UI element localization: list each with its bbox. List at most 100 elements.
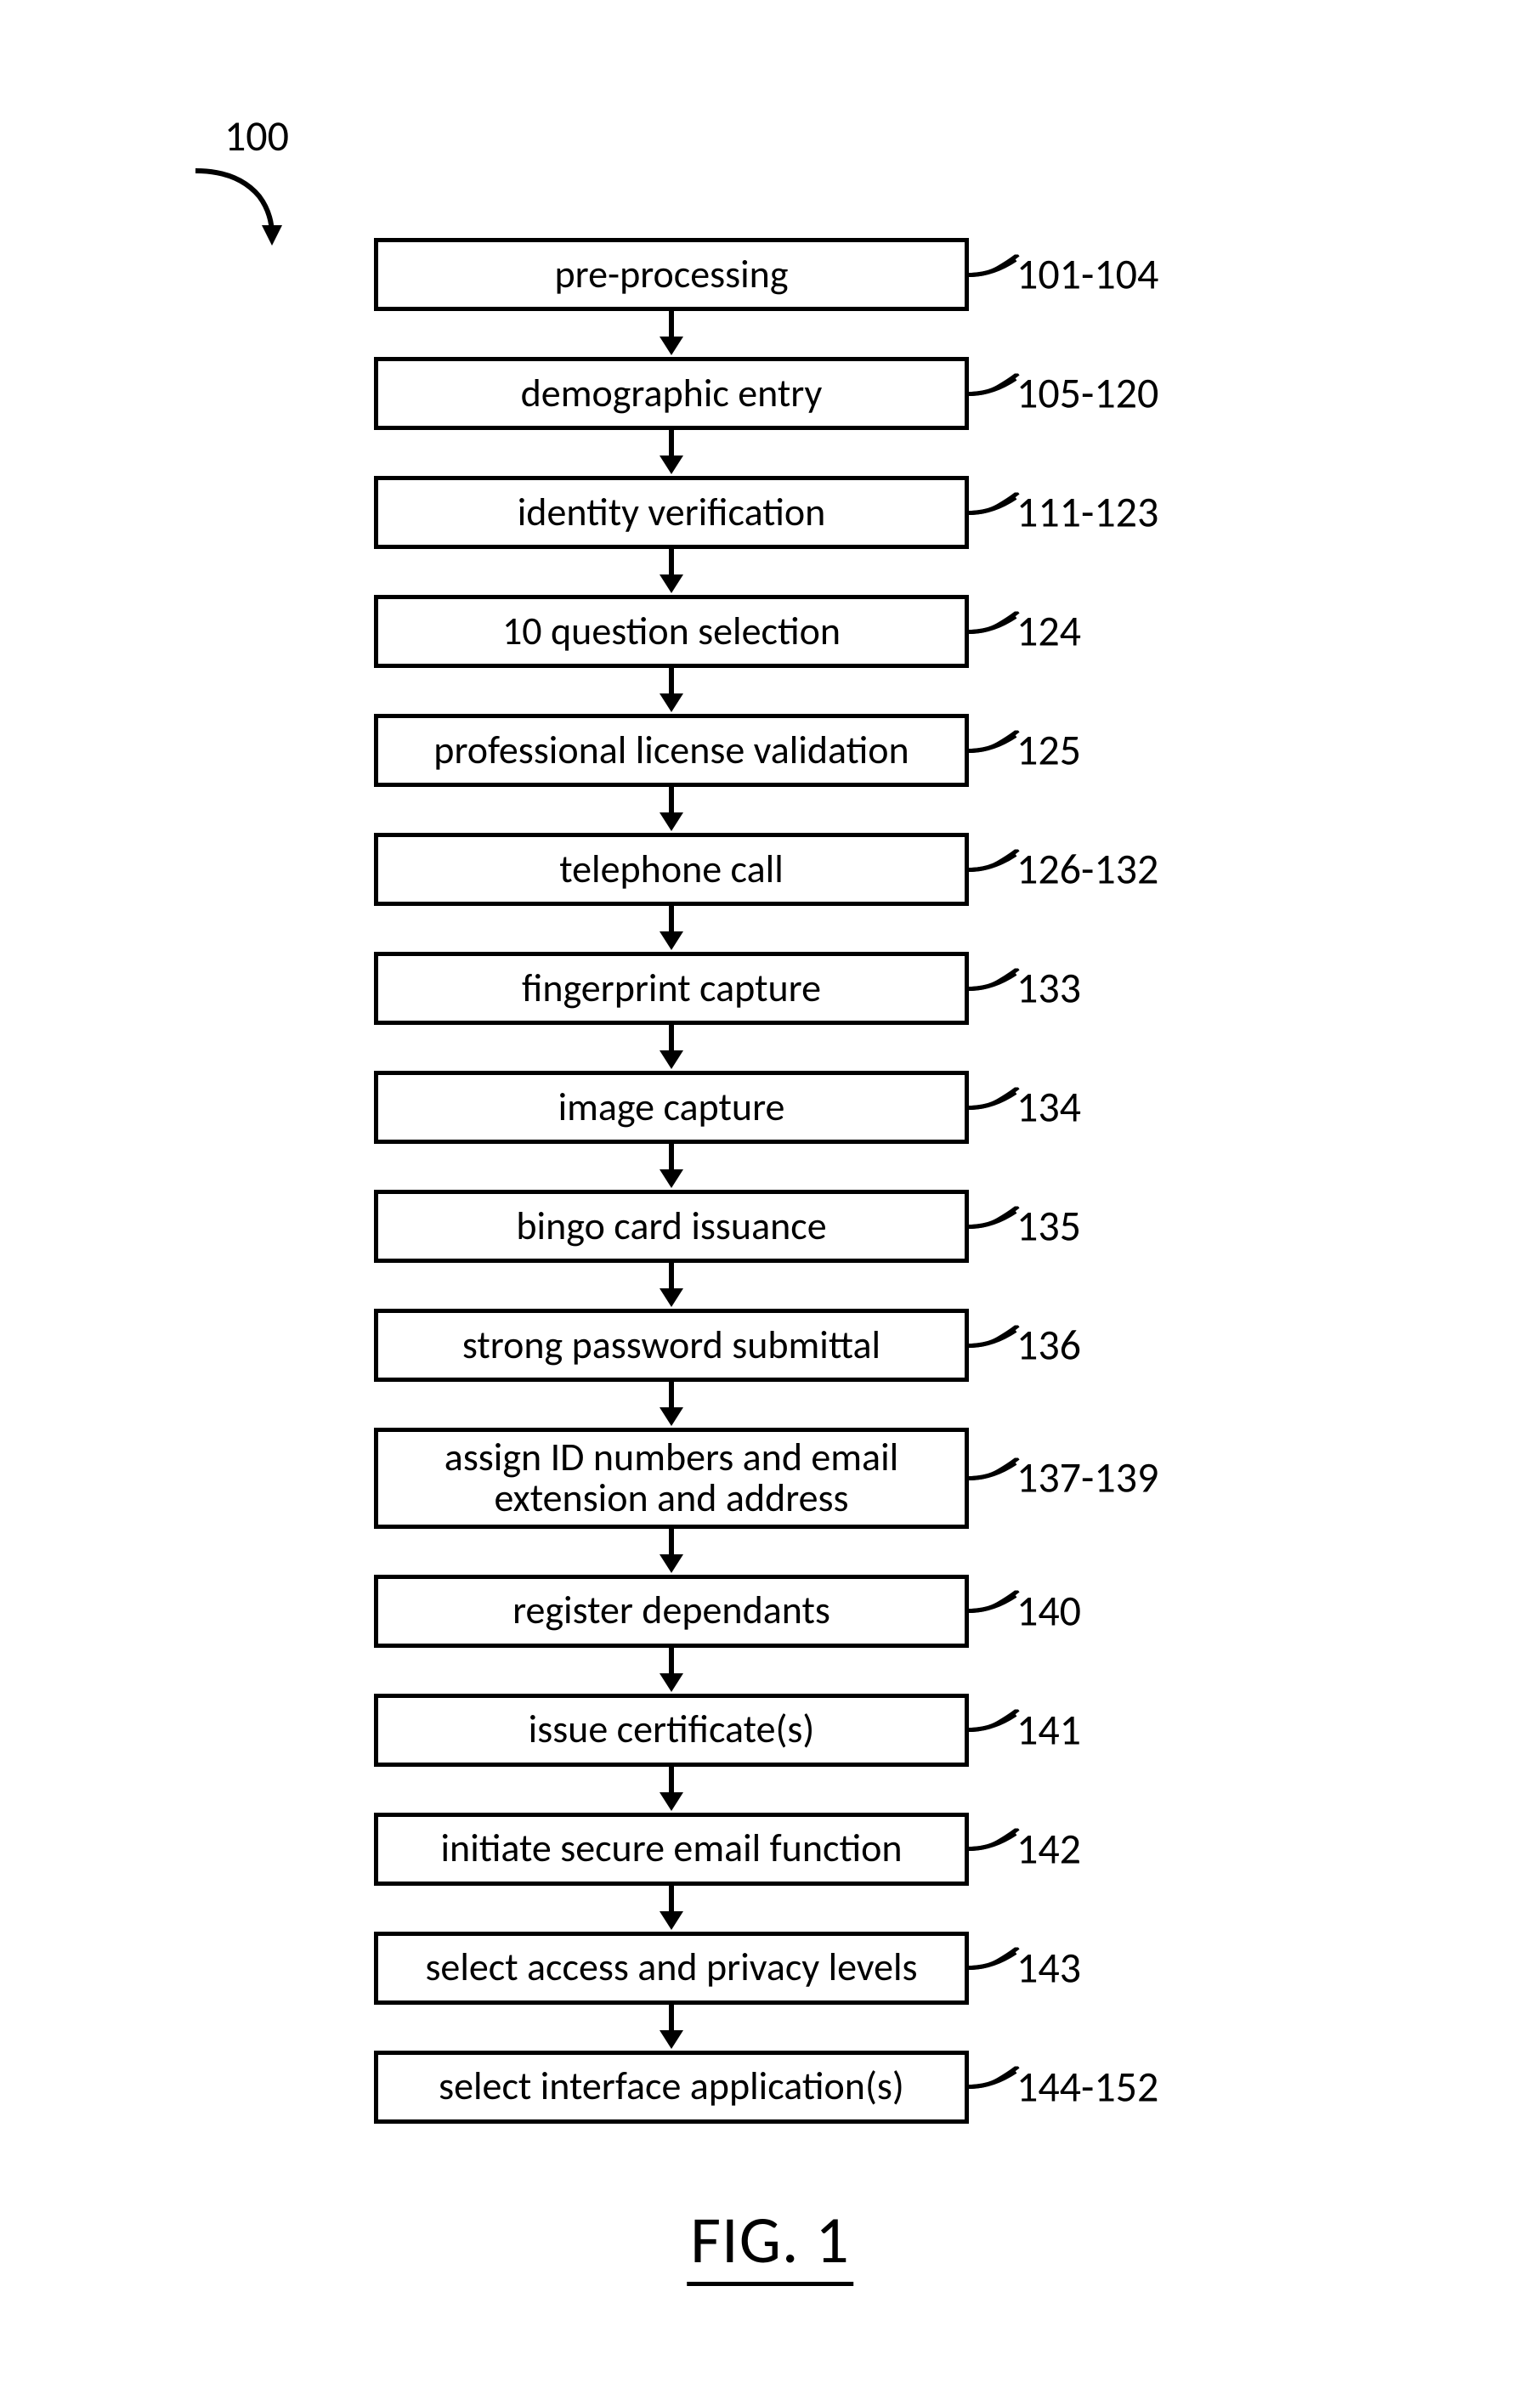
flow-step: register dependants 140: [374, 1575, 969, 1648]
arrow-down-icon: [651, 1767, 692, 1813]
reference-callout: 124: [969, 606, 1081, 658]
reference-label: 142: [1016, 1823, 1081, 1875]
flow-box: demographic entry: [374, 357, 969, 430]
reference-label: 133: [1016, 963, 1081, 1015]
flow-step: image capture 134: [374, 1071, 969, 1144]
reference-callout: 137-139: [969, 1452, 1158, 1504]
arrow-down-icon: [651, 430, 692, 476]
arrow-connector: [651, 1648, 692, 1694]
arrow-connector: [651, 787, 692, 833]
ref-curve-icon: [969, 373, 1020, 414]
arrow-down-icon: [651, 311, 692, 357]
reference-label: 124: [1016, 606, 1081, 658]
arrow-connector: [651, 311, 692, 357]
flow-step: pre-processing 101-104: [374, 238, 969, 311]
ref-curve-icon: [969, 1206, 1020, 1247]
arrow-connector: [651, 1144, 692, 1190]
diagram-canvas: 100 pre-processing 101-104 demographic e…: [0, 0, 1540, 2405]
flowchart: pre-processing 101-104 demographic entry…: [374, 238, 969, 2124]
flow-box: 10 question selection: [374, 595, 969, 668]
arrow-connector: [651, 2005, 692, 2051]
ref-curve-icon: [969, 492, 1020, 533]
flow-box: strong password submittal: [374, 1309, 969, 1382]
reference-callout: 101-104: [969, 249, 1158, 301]
reference-callout: 141: [969, 1704, 1081, 1756]
ref-curve-icon: [969, 1325, 1020, 1366]
flow-step: strong password submittal 136: [374, 1309, 969, 1382]
reference-callout: 133: [969, 963, 1081, 1015]
arrow-down-icon: [651, 2005, 692, 2051]
arrow-down-icon: [651, 549, 692, 595]
top-reference-arrow: [187, 162, 289, 247]
flow-step: demographic entry 105-120: [374, 357, 969, 430]
flow-box: issue certificate(s): [374, 1694, 969, 1767]
arrow-connector: [651, 1382, 692, 1428]
reference-label: 134: [1016, 1082, 1081, 1134]
ref-curve-icon: [969, 1087, 1020, 1128]
flow-step: assign ID numbers and email extension an…: [374, 1428, 969, 1529]
ref-curve-icon: [969, 611, 1020, 652]
flow-box: assign ID numbers and email extension an…: [374, 1428, 969, 1529]
ref-curve-icon: [969, 1710, 1020, 1751]
flow-box: select interface application(s): [374, 2051, 969, 2124]
ref-curve-icon: [969, 1948, 1020, 1989]
ref-curve-icon: [969, 1591, 1020, 1632]
flow-step: bingo card issuance 135: [374, 1190, 969, 1263]
reference-label: 140: [1016, 1585, 1081, 1637]
flow-step: initiate secure email function 142: [374, 1813, 969, 1886]
flow-box: fingerprint capture: [374, 952, 969, 1025]
arrow-connector: [651, 1529, 692, 1575]
reference-callout: 135: [969, 1201, 1081, 1253]
arrow-down-icon: [651, 1529, 692, 1575]
arrow-connector: [651, 668, 692, 714]
arrow-down-icon: [651, 1886, 692, 1932]
ref-curve-icon: [969, 2067, 1020, 2108]
reference-label: 143: [1016, 1942, 1081, 1994]
reference-callout: 136: [969, 1320, 1081, 1372]
arrow-down-icon: [651, 1648, 692, 1694]
arrow-down-icon: [651, 906, 692, 952]
arrow-connector: [651, 1886, 692, 1932]
arrow-down-icon: [651, 1263, 692, 1309]
flow-step: fingerprint capture 133: [374, 952, 969, 1025]
reference-label: 135: [1016, 1201, 1081, 1253]
reference-callout: 140: [969, 1585, 1081, 1637]
arrow-connector: [651, 1767, 692, 1813]
flow-box: initiate secure email function: [374, 1813, 969, 1886]
ref-curve-icon: [969, 849, 1020, 890]
flow-step: professional license validation 125: [374, 714, 969, 787]
reference-label: 126-132: [1016, 844, 1158, 896]
flow-step: telephone call 126-132: [374, 833, 969, 906]
reference-label: 125: [1016, 725, 1081, 777]
flow-step: select access and privacy levels 143: [374, 1932, 969, 2005]
arrow-down-icon: [651, 1144, 692, 1190]
arrow-connector: [651, 1263, 692, 1309]
arrow-connector: [651, 549, 692, 595]
flow-box: register dependants: [374, 1575, 969, 1648]
flow-box: image capture: [374, 1071, 969, 1144]
flow-step: issue certificate(s) 141: [374, 1694, 969, 1767]
reference-callout: 134: [969, 1082, 1081, 1134]
reference-callout: 144-152: [969, 2061, 1158, 2113]
reference-label: 136: [1016, 1320, 1081, 1372]
flow-box: professional license validation: [374, 714, 969, 787]
flow-step: select interface application(s) 144-152: [374, 2051, 969, 2124]
reference-callout: 125: [969, 725, 1081, 777]
arrow-connector: [651, 430, 692, 476]
flow-step: 10 question selection 124: [374, 595, 969, 668]
arrow-down-icon: [651, 1025, 692, 1071]
flow-box: identity verification: [374, 476, 969, 549]
top-reference: 100: [187, 110, 289, 247]
flow-step: identity verification 111-123: [374, 476, 969, 549]
arrow-down-icon: [651, 1382, 692, 1428]
arrow-connector: [651, 906, 692, 952]
ref-curve-icon: [969, 968, 1020, 1009]
ref-curve-icon: [969, 254, 1020, 295]
figure-caption: FIG. 1: [687, 2199, 853, 2286]
ref-curve-icon: [969, 730, 1020, 771]
ref-curve-icon: [969, 1829, 1020, 1870]
flow-box: bingo card issuance: [374, 1190, 969, 1263]
arrow-connector: [651, 1025, 692, 1071]
reference-label: 101-104: [1016, 249, 1158, 301]
top-reference-label: 100: [224, 110, 289, 162]
